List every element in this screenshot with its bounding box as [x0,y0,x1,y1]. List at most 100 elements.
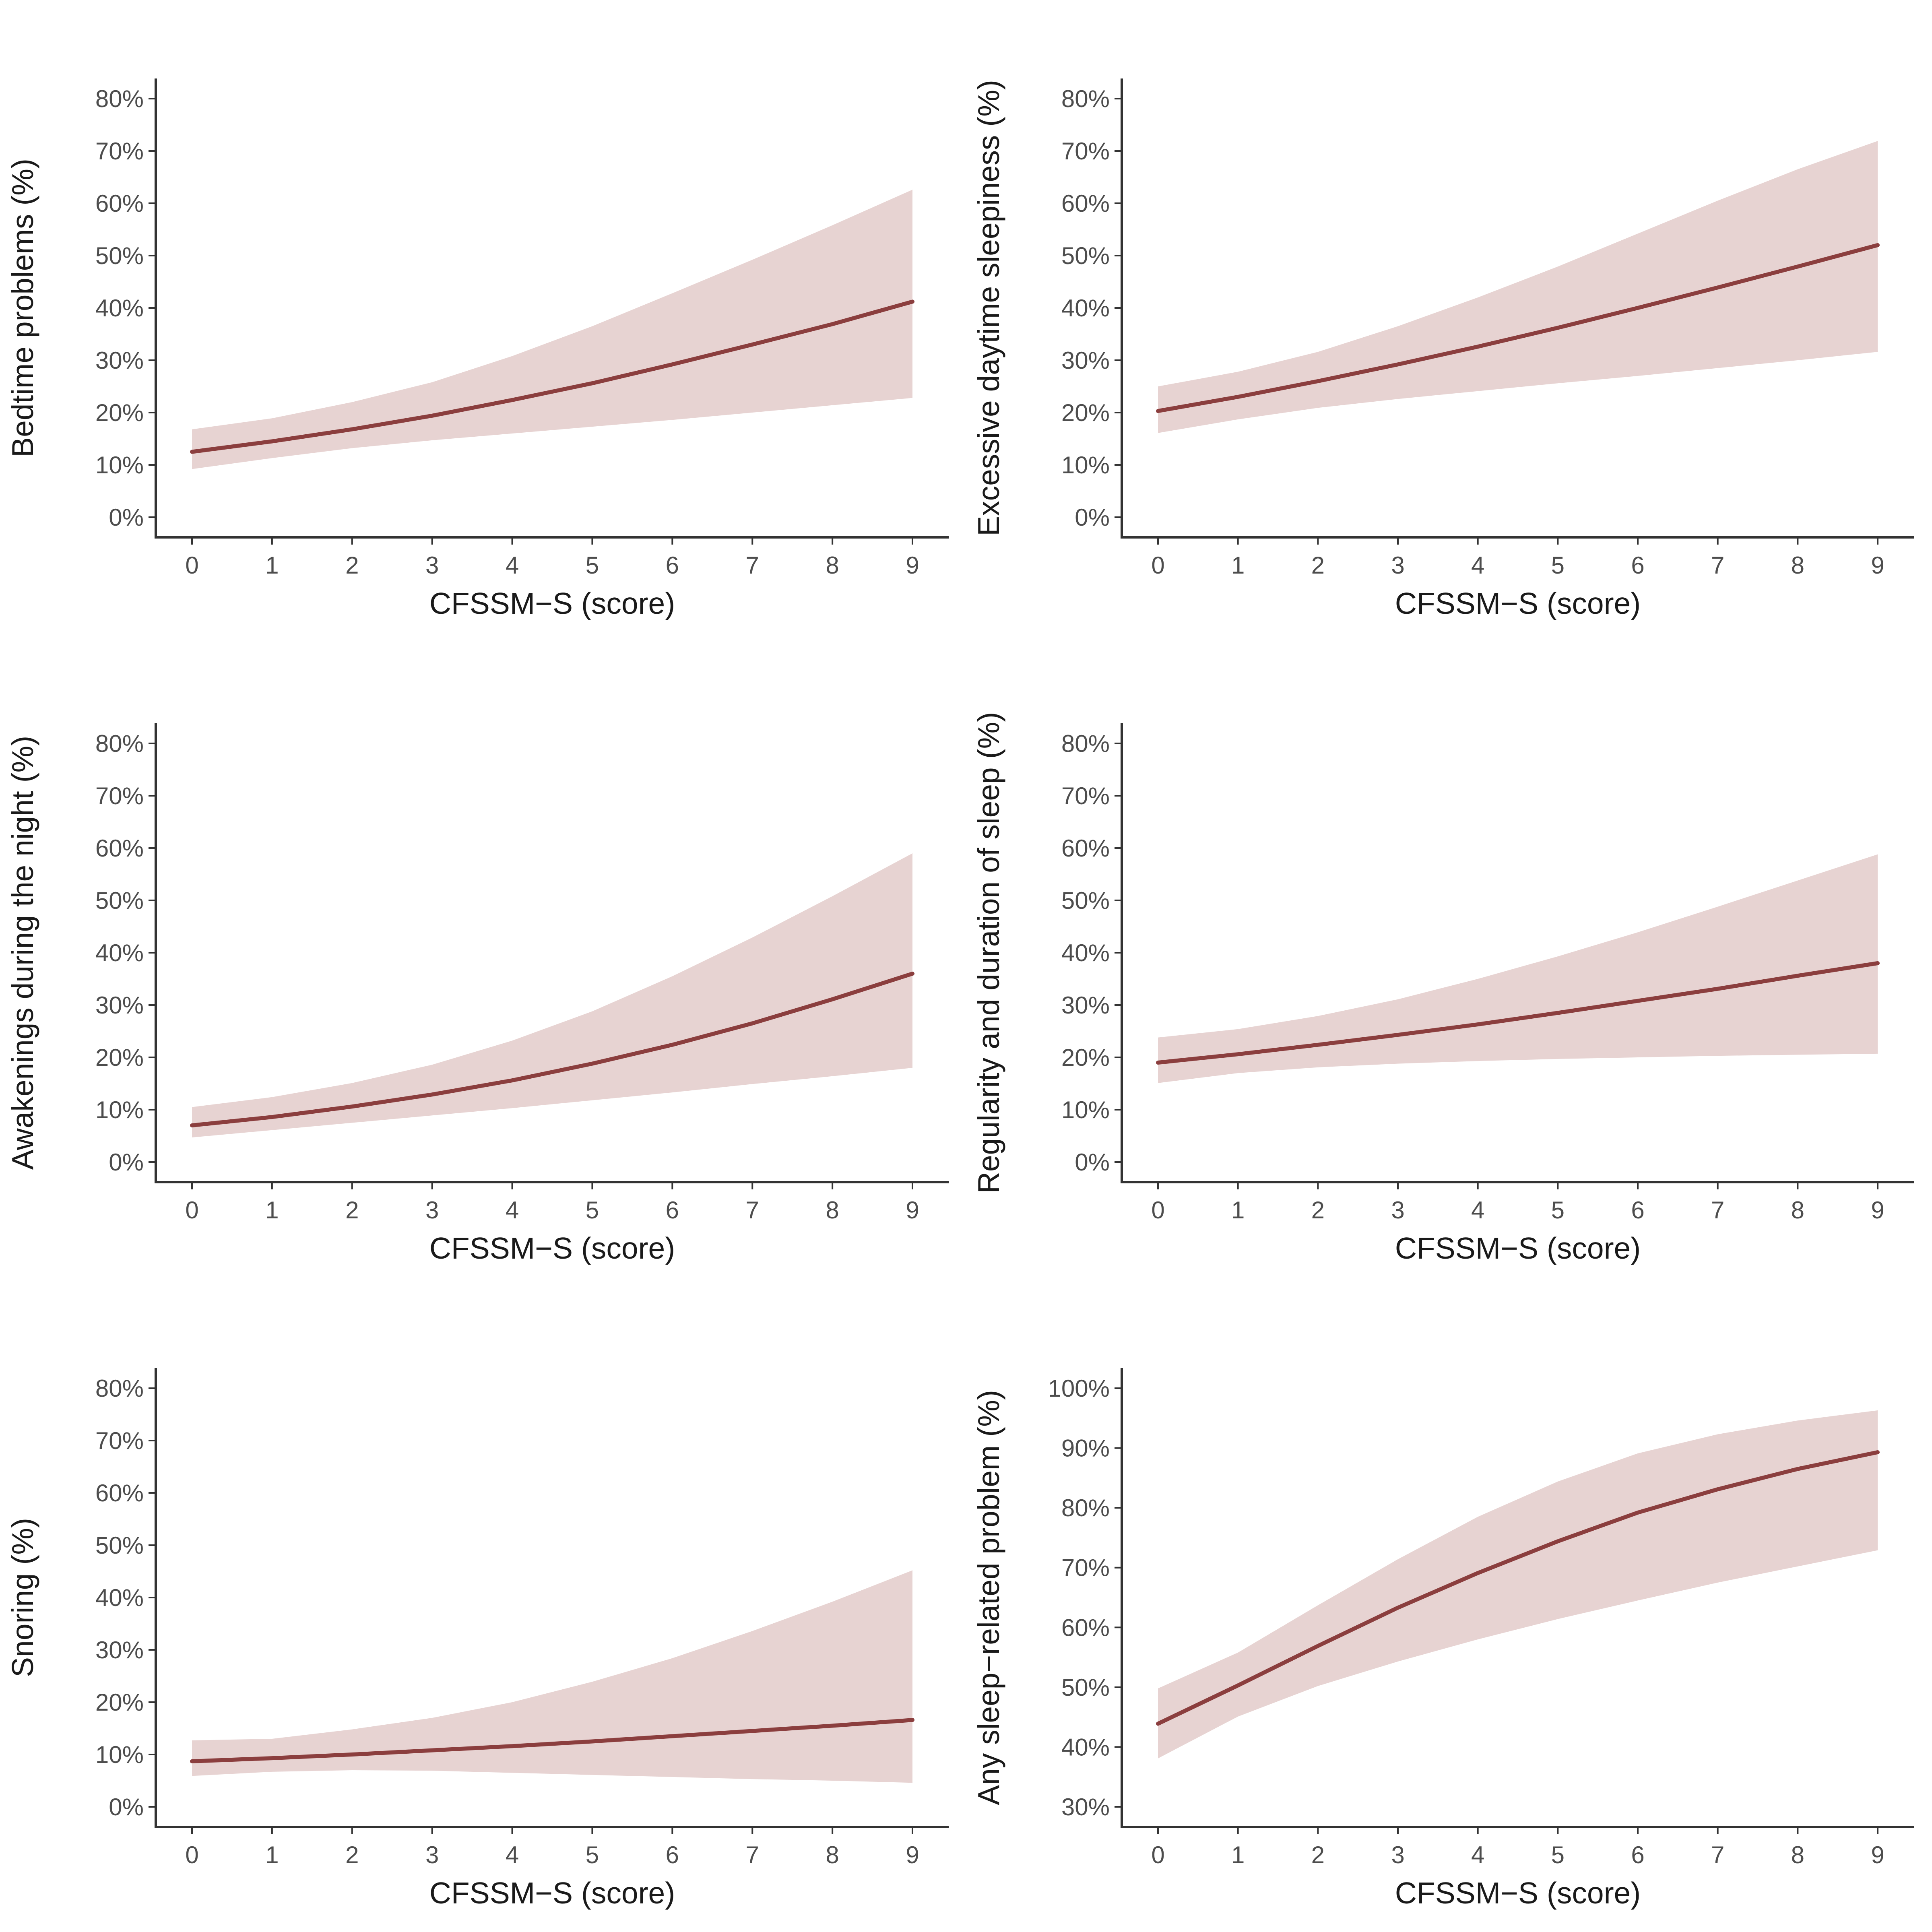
x-tick-label: 0 [185,1841,198,1868]
x-tick-label: 9 [1871,1197,1884,1224]
y-tick-label: 10% [95,1096,144,1123]
x-tick-label: 1 [265,1197,279,1224]
chart-panel-4: 0% 10% 20% 30% 40% 50% 60% 70% 80% 0 1 2 3 4 5 6 7 8 9 CFSS… [972,712,1914,1265]
y-tick-label: 0% [1075,504,1110,531]
y-tick-label: 70% [95,138,144,165]
estimate-line [1156,1450,1880,1726]
x-tick-label: 2 [345,1197,359,1224]
y-tick-label: 30% [95,1637,144,1664]
x-tick-label: 8 [826,552,839,579]
y-tick-label: 70% [1061,782,1110,809]
y-tick-label: 40% [1061,1734,1110,1761]
chart-panel-6: 30% 40% 50% 60% 70% 80% 90% 100% 0 1 2 3 4 5 6 7 8 9 CFSSM… [972,1368,1914,1910]
x-tick-label: 3 [425,1841,439,1868]
x-tick-label: 0 [185,552,198,579]
x-tick-label: 5 [1551,1841,1565,1868]
confidence-band [1158,1410,1878,1759]
confidence-band [1158,854,1878,1083]
x-tick-label: 2 [1311,1197,1325,1224]
x-tick-label: 5 [1551,1197,1565,1224]
y-tick-label: 80% [1061,85,1110,112]
confidence-band [1158,141,1878,433]
x-tick-label: 2 [1311,552,1325,579]
y-tick-label: 30% [95,347,144,374]
x-tick-label: 5 [586,552,599,579]
x-tick-label: 2 [1311,1841,1325,1868]
x-tick-label: 4 [506,1197,519,1224]
x-axis-title: CFSSM−S (score) [429,1231,675,1265]
x-tick-label: 9 [906,1841,919,1868]
y-tick-label: 20% [95,399,144,426]
x-tick-label: 4 [1471,1197,1484,1224]
x-tick-label: 5 [586,1841,599,1868]
x-tick-label: 9 [1871,552,1884,579]
confidence-band [192,190,912,469]
y-tick-label: 60% [95,190,144,217]
y-tick-label: 50% [1061,887,1110,914]
y-tick-label: 30% [95,992,144,1019]
chart-panel-1: 0% 10% 20% 30% 40% 50% 60% 70% 80% 0 1 2 3 4 5 6 7 8 9 CFSS… [6,78,949,620]
y-tick-label: 80% [95,1375,144,1402]
chart-panel-5: 0% 10% 20% 30% 40% 50% 60% 70% 80% 0 1 2 3 4 5 6 7 8 9 CFSS… [6,1368,949,1910]
x-tick-label: 5 [1551,552,1565,579]
estimate-line [190,299,914,454]
y-axis-title: Any sleep−related problem (%) [972,1390,1005,1805]
y-tick-label: 80% [1061,730,1110,757]
x-tick-label: 1 [265,1841,279,1868]
confidence-band [192,853,912,1137]
x-axis-title: CFSSM−S (score) [429,1876,675,1910]
y-tick-label: 40% [95,295,144,322]
x-tick-label: 3 [1391,552,1404,579]
y-tick-label: 0% [109,1149,144,1176]
y-tick-label: 50% [95,1532,144,1559]
y-tick-label: 0% [109,504,144,531]
x-axis-title: CFSSM−S (score) [429,586,675,620]
y-tick-label: 10% [1061,452,1110,479]
y-tick-label: 40% [95,1584,144,1611]
y-tick-label: 60% [1061,190,1110,217]
x-tick-label: 1 [1231,1197,1245,1224]
y-tick-label: 80% [1061,1494,1110,1521]
x-tick-label: 0 [1151,1197,1164,1224]
y-tick-label: 70% [95,782,144,809]
y-tick-label: 20% [1061,399,1110,426]
y-tick-label: 60% [95,835,144,862]
y-tick-label: 90% [1061,1435,1110,1462]
y-tick-label: 10% [95,452,144,479]
y-tick-label: 30% [1061,1794,1110,1821]
estimate-line [190,972,914,1127]
x-tick-label: 8 [826,1197,839,1224]
y-tick-label: 20% [1061,1044,1110,1071]
x-tick-label: 7 [746,1841,759,1868]
y-tick-label: 20% [95,1044,144,1071]
x-axis-title: CFSSM−S (score) [1395,1876,1641,1910]
x-tick-label: 6 [1631,552,1644,579]
x-tick-label: 6 [1631,1197,1644,1224]
x-tick-label: 7 [746,1197,759,1224]
y-axis-title: Regularity and duration of sleep (%) [972,712,1005,1193]
y-tick-label: 60% [95,1480,144,1507]
y-tick-label: 40% [1061,939,1110,966]
chart-panel-2: 0% 10% 20% 30% 40% 50% 60% 70% 80% 0 1 2 3 4 5 6 7 8 9 CFSS… [972,78,1914,620]
x-tick-label: 1 [265,552,279,579]
x-tick-label: 6 [666,1197,679,1224]
y-tick-label: 40% [1061,295,1110,322]
y-tick-label: 30% [1061,992,1110,1019]
y-tick-label: 50% [1061,1674,1110,1701]
y-tick-label: 50% [95,242,144,269]
y-tick-label: 40% [95,939,144,966]
y-tick-label: 0% [1075,1149,1110,1176]
x-tick-label: 4 [1471,1841,1484,1868]
y-axis-title: Awakenings during the night (%) [6,736,39,1170]
x-tick-label: 9 [906,552,919,579]
y-tick-label: 70% [95,1427,144,1454]
y-tick-label: 20% [95,1689,144,1716]
x-tick-label: 6 [666,1841,679,1868]
y-axis-title: Bedtime problems (%) [6,159,39,457]
x-tick-label: 3 [1391,1841,1404,1868]
x-axis-title: CFSSM−S (score) [1395,586,1641,620]
confidence-band [192,1570,912,1783]
x-tick-label: 7 [1711,1841,1724,1868]
estimate-line [1156,243,1880,413]
